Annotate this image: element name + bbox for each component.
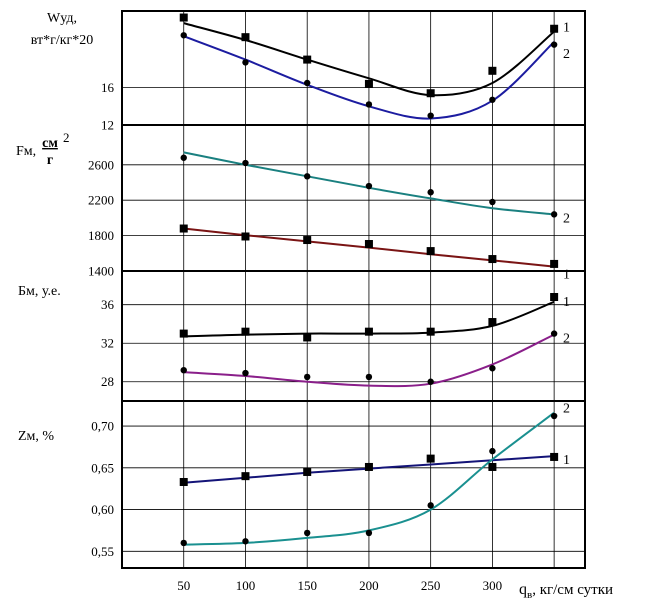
y-tick-label: 28: [101, 374, 114, 389]
y-axis-label: Fм,: [16, 144, 36, 159]
x-axis-label-sub: в: [527, 589, 532, 601]
data-point-square: [550, 293, 559, 301]
data-point-circle: [489, 96, 496, 103]
data-point-circle: [550, 412, 558, 420]
plot-frame: [121, 10, 586, 569]
data-point-circle: [304, 79, 311, 87]
series-label: 2: [563, 332, 570, 347]
data-point-circle: [365, 529, 373, 537]
data-point-square: [426, 247, 435, 256]
data-point-square: [241, 33, 250, 42]
data-point-circle: [550, 211, 558, 218]
x-tick-label: 300: [483, 578, 503, 593]
data-point-square: [550, 259, 559, 268]
x-axis-label-unit: , кг/см сутки: [532, 582, 613, 598]
y-tick-label: 0,60: [91, 502, 114, 517]
x-tick-label: 50: [177, 578, 190, 593]
data-point-square: [426, 89, 435, 98]
y-axis-unit-denominator: г: [47, 153, 53, 168]
series-label: 1: [563, 268, 570, 283]
data-point-square: [303, 55, 312, 64]
data-point-circle: [427, 189, 434, 196]
series-label: 1: [563, 295, 570, 310]
y-tick-label: 2600: [88, 157, 114, 172]
data-point-circle: [242, 159, 249, 167]
data-point-square: [488, 255, 497, 264]
data-point-circle: [550, 41, 558, 48]
y-tick-label: 1400: [88, 264, 114, 279]
data-point-circle: [180, 539, 187, 547]
data-point-circle: [242, 59, 249, 66]
y-tick-label: 32: [101, 336, 114, 351]
y-tick-label: 16: [101, 80, 115, 95]
series-label: 2: [563, 211, 570, 226]
data-point-square: [241, 472, 250, 481]
y-tick-label: 2200: [88, 193, 114, 208]
data-point-square: [241, 232, 250, 241]
data-point-square: [364, 240, 373, 249]
y-tick-label: 0,65: [91, 460, 114, 475]
data-point-circle: [427, 112, 434, 119]
data-point-square: [179, 13, 188, 22]
x-axis-label-main: q: [519, 581, 527, 598]
data-point-circle: [242, 369, 249, 377]
data-point-square: [241, 327, 250, 336]
series-label: 1: [563, 453, 570, 468]
data-point-square: [179, 477, 188, 486]
data-point-circle: [304, 173, 311, 180]
data-point-square: [488, 66, 497, 75]
y-tick-label: 1800: [88, 228, 114, 243]
x-axis-label: qв, кг/см сутки: [519, 581, 613, 601]
y-axis-label: Бм, у.е.: [18, 284, 61, 299]
data-point-square: [364, 327, 373, 336]
data-point-square: [179, 224, 188, 233]
data-point-square: [303, 236, 312, 245]
data-point-square: [364, 462, 373, 471]
series-label: 1: [563, 21, 570, 36]
y-axis-unit-numerator: см: [42, 136, 58, 151]
y-axis-label: Wуд,: [47, 11, 77, 26]
y-axis-label: вт*г/кг*20: [31, 33, 94, 48]
data-point-circle: [242, 538, 249, 545]
x-tick-label: 150: [297, 578, 317, 593]
data-point-circle: [365, 182, 373, 190]
data-point-circle: [180, 32, 187, 39]
data-point-square: [364, 79, 373, 88]
x-tick-label: 200: [359, 578, 379, 593]
data-point-circle: [180, 366, 187, 374]
data-point-square: [550, 24, 559, 33]
x-tick-label: 250: [421, 578, 441, 593]
data-point-circle: [304, 373, 311, 381]
y-tick-label: 36: [101, 297, 115, 312]
data-point-circle: [489, 365, 496, 372]
data-point-circle: [489, 447, 496, 455]
data-point-circle: [304, 529, 311, 537]
data-point-square: [303, 467, 312, 476]
data-point-circle: [180, 154, 187, 161]
y-axis-unit-power: 2: [63, 130, 70, 145]
y-tick-label: 0,70: [91, 419, 114, 434]
data-point-circle: [365, 373, 373, 381]
series-label: 2: [563, 47, 570, 62]
data-point-circle: [550, 330, 558, 337]
x-tick-label: 100: [236, 578, 256, 593]
series-label: 2: [563, 402, 570, 417]
y-tick-label: 12: [101, 118, 114, 133]
y-axis-label: Zм, %: [18, 429, 54, 444]
data-point-square: [426, 454, 435, 463]
data-point-circle: [489, 198, 496, 206]
data-point-square: [303, 333, 312, 342]
data-point-circle: [365, 101, 373, 108]
data-point-square: [179, 329, 188, 338]
data-point-square: [488, 318, 497, 327]
data-point-circle: [427, 502, 434, 509]
data-point-square: [488, 462, 497, 471]
data-point-square: [426, 327, 435, 336]
y-tick-label: 0,55: [91, 544, 114, 559]
data-point-square: [550, 452, 559, 461]
data-point-circle: [427, 378, 434, 385]
